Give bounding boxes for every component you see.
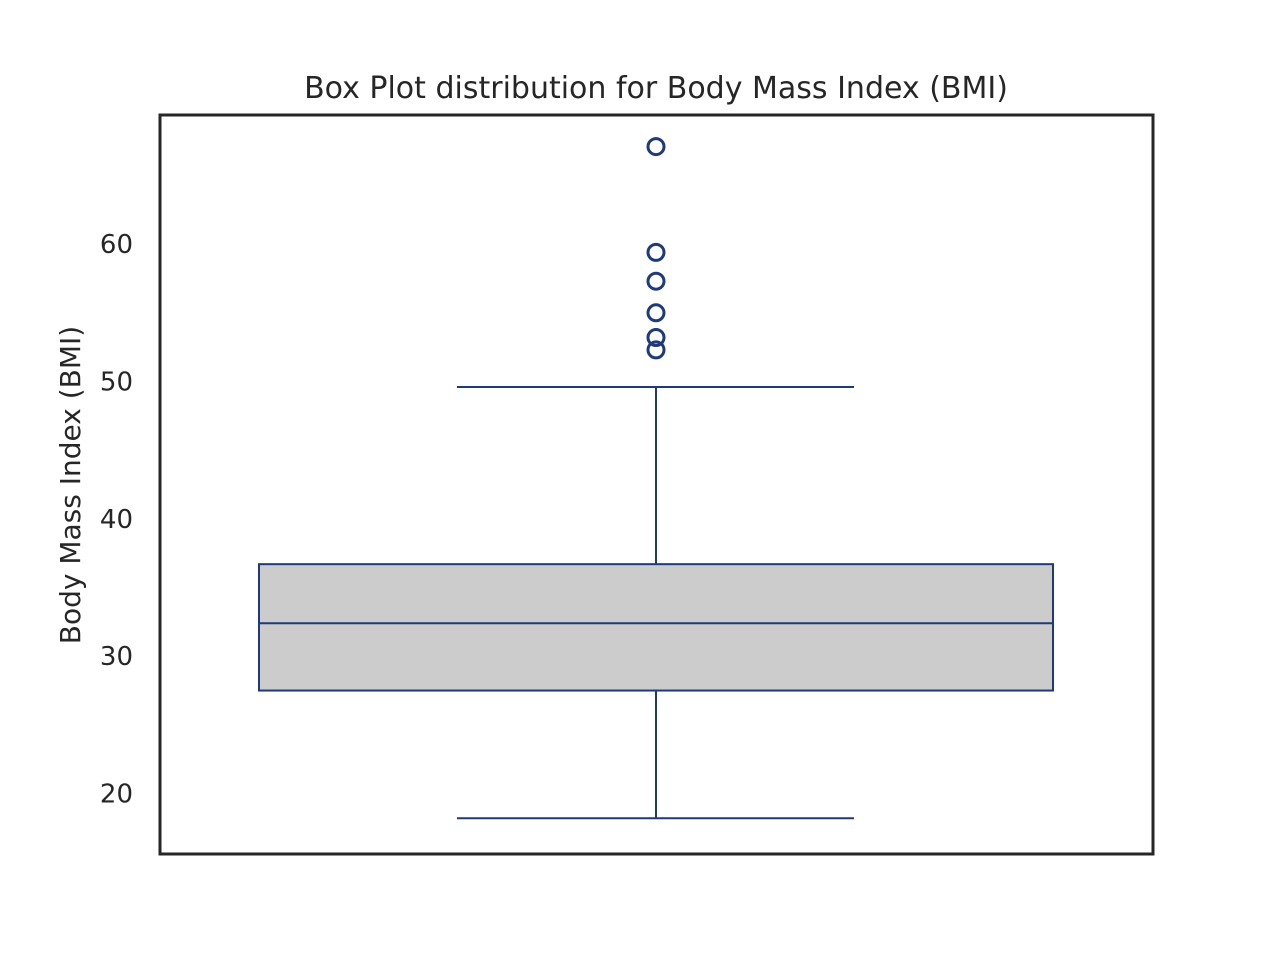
box-plot-marks — [258, 137, 1054, 820]
y-tick-label: 60 — [100, 230, 133, 260]
y-tick-label: 50 — [100, 367, 133, 397]
plot-area-frame — [158, 113, 1155, 856]
outlier-point — [646, 137, 666, 157]
y-axis-label: Body Mass Index (BMI) — [54, 326, 87, 644]
y-tick-label: 20 — [100, 780, 133, 810]
chart-title: Box Plot distribution for Body Mass Inde… — [304, 71, 1008, 106]
y-axis-ticks: 20 30 40 50 60 — [100, 230, 133, 809]
outlier-point — [646, 340, 666, 360]
y-tick-label: 30 — [100, 642, 133, 672]
outlier-point — [646, 328, 666, 348]
outlier-point — [646, 303, 666, 323]
outlier-point — [646, 271, 666, 291]
outlier-point — [646, 242, 666, 262]
y-tick-label: 40 — [100, 505, 133, 535]
interquartile-box — [258, 563, 1054, 692]
